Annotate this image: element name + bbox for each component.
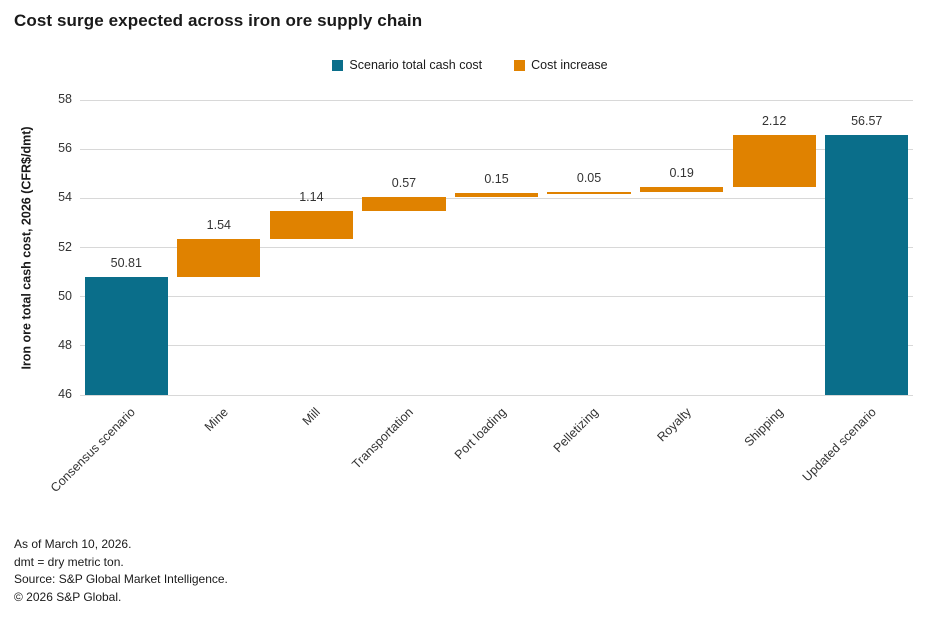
bar-port-loading bbox=[454, 193, 539, 197]
gridline-48 bbox=[80, 345, 913, 347]
y-axis-title: Iron ore total cash cost, 2026 (CFR$/dmt… bbox=[20, 125, 35, 370]
bar-shipping bbox=[732, 135, 816, 188]
bar-mine bbox=[177, 238, 261, 277]
gridline-58 bbox=[80, 99, 913, 101]
gridline-52 bbox=[80, 247, 913, 248]
y-tick-label-54: 54 bbox=[58, 190, 72, 205]
value-label-mine: 1.54 bbox=[206, 217, 231, 232]
footer-notes: As of March 10, 2026. dmt = dry metric t… bbox=[14, 536, 228, 606]
value-label-pelletizing: 0.05 bbox=[576, 170, 602, 185]
legend-label-increase: Cost increase bbox=[531, 58, 608, 72]
value-label-updated-scenario: 56.57 bbox=[851, 114, 883, 129]
footer-dmt-note: dmt = dry metric ton. bbox=[14, 554, 124, 569]
legend-swatch-total bbox=[332, 59, 344, 71]
gridline-54 bbox=[80, 197, 913, 199]
value-label-mill: 1.14 bbox=[299, 189, 324, 204]
value-label-transportation: 0.57 bbox=[391, 175, 417, 190]
plot-area: Iron ore total cash cost, 2026 (CFR$/dmt… bbox=[20, 92, 913, 495]
value-label-royalty: 0.19 bbox=[669, 166, 694, 181]
bar-consensus-scenario bbox=[84, 276, 168, 395]
bar-updated-scenario bbox=[825, 135, 909, 395]
gridline-46 bbox=[80, 394, 913, 396]
value-label-shipping: 2.12 bbox=[761, 114, 787, 129]
legend-label-total: Scenario total cash cost bbox=[349, 58, 483, 72]
y-tick-label-58: 58 bbox=[58, 92, 72, 106]
bar-pelletizing bbox=[547, 191, 631, 194]
footer-as-of: As of March 10, 2026. bbox=[14, 537, 132, 551]
bar-royalty bbox=[639, 187, 724, 192]
legend-swatch-increase bbox=[514, 59, 526, 71]
footer-copyright: © 2026 S&P Global. bbox=[14, 589, 122, 604]
legend: Scenario total cash cost Cost increase bbox=[0, 58, 940, 72]
bar-transportation bbox=[362, 196, 446, 211]
y-tick-label-48: 48 bbox=[58, 337, 72, 352]
y-tick-label-46: 46 bbox=[58, 387, 72, 401]
y-tick-label-56: 56 bbox=[58, 141, 72, 156]
gridline-56 bbox=[80, 148, 913, 150]
legend-item-cost-increase: Cost increase bbox=[514, 58, 608, 72]
gridline-50 bbox=[80, 296, 913, 298]
value-label-consensus-scenario: 50.81 bbox=[110, 255, 142, 270]
value-label-port-loading: 0.15 bbox=[484, 172, 509, 187]
y-tick-label-52: 52 bbox=[58, 239, 72, 254]
chart-title: Cost surge expected across iron ore supp… bbox=[14, 11, 423, 30]
y-tick-label-50: 50 bbox=[58, 288, 72, 303]
y-axis-title-wrap: Iron ore total cash cost, 2026 (CFR$/dmt… bbox=[16, 100, 38, 395]
footer-source: Source: S&P Global Market Intelligence. bbox=[14, 572, 228, 586]
bar-mill bbox=[269, 210, 354, 239]
legend-item-scenario-total: Scenario total cash cost bbox=[332, 58, 482, 72]
